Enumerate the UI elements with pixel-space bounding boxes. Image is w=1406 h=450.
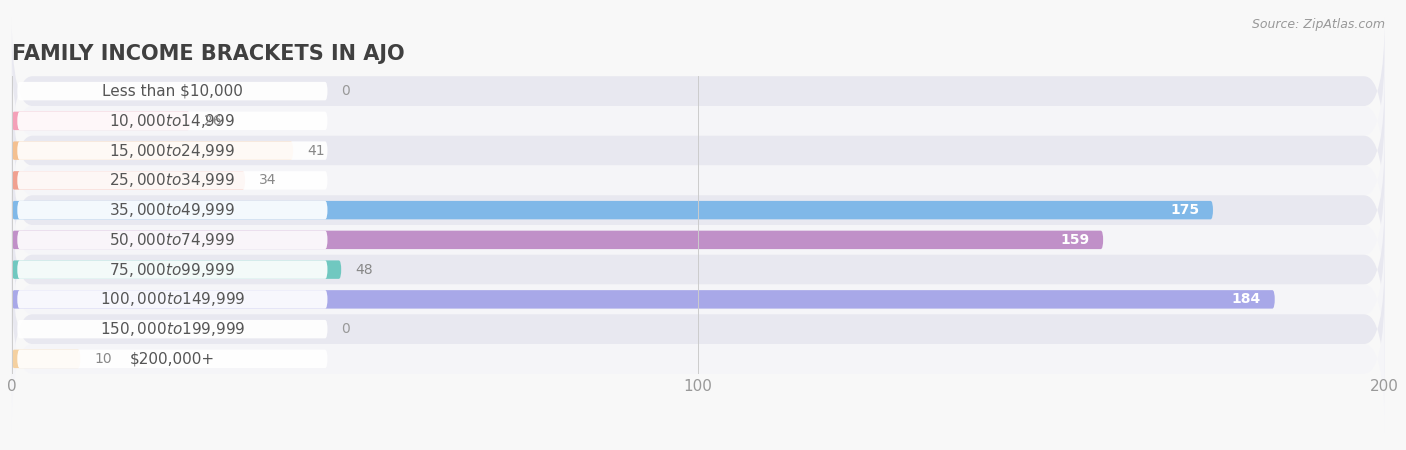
- Text: $75,000 to $99,999: $75,000 to $99,999: [110, 261, 235, 279]
- Text: 34: 34: [259, 173, 277, 187]
- FancyBboxPatch shape: [11, 112, 190, 130]
- FancyBboxPatch shape: [11, 350, 80, 368]
- FancyBboxPatch shape: [11, 166, 1385, 314]
- Text: $10,000 to $14,999: $10,000 to $14,999: [110, 112, 235, 130]
- FancyBboxPatch shape: [17, 141, 328, 160]
- FancyBboxPatch shape: [11, 231, 1104, 249]
- Text: $25,000 to $34,999: $25,000 to $34,999: [110, 171, 235, 189]
- FancyBboxPatch shape: [17, 201, 328, 219]
- FancyBboxPatch shape: [17, 320, 328, 338]
- Text: $150,000 to $199,999: $150,000 to $199,999: [100, 320, 245, 338]
- Text: 26: 26: [204, 114, 222, 128]
- Text: $50,000 to $74,999: $50,000 to $74,999: [110, 231, 235, 249]
- Text: 0: 0: [342, 84, 350, 98]
- FancyBboxPatch shape: [11, 195, 1385, 344]
- FancyBboxPatch shape: [17, 261, 328, 279]
- Text: Source: ZipAtlas.com: Source: ZipAtlas.com: [1251, 18, 1385, 31]
- Text: 10: 10: [94, 352, 111, 366]
- FancyBboxPatch shape: [11, 46, 1385, 195]
- FancyBboxPatch shape: [11, 255, 1385, 404]
- FancyBboxPatch shape: [11, 201, 1213, 219]
- Text: 41: 41: [307, 144, 325, 158]
- FancyBboxPatch shape: [17, 231, 328, 249]
- FancyBboxPatch shape: [11, 141, 294, 160]
- FancyBboxPatch shape: [17, 171, 328, 189]
- Text: FAMILY INCOME BRACKETS IN AJO: FAMILY INCOME BRACKETS IN AJO: [11, 44, 405, 63]
- Text: 175: 175: [1170, 203, 1199, 217]
- Text: Less than $10,000: Less than $10,000: [103, 84, 243, 99]
- FancyBboxPatch shape: [11, 225, 1385, 374]
- Text: 184: 184: [1232, 292, 1261, 306]
- Text: 159: 159: [1060, 233, 1090, 247]
- FancyBboxPatch shape: [11, 290, 1275, 309]
- FancyBboxPatch shape: [11, 17, 1385, 166]
- Text: $200,000+: $200,000+: [129, 351, 215, 366]
- FancyBboxPatch shape: [11, 284, 1385, 433]
- FancyBboxPatch shape: [11, 171, 245, 189]
- FancyBboxPatch shape: [17, 82, 328, 100]
- FancyBboxPatch shape: [11, 106, 1385, 255]
- FancyBboxPatch shape: [17, 290, 328, 309]
- FancyBboxPatch shape: [17, 112, 328, 130]
- FancyBboxPatch shape: [11, 261, 342, 279]
- FancyBboxPatch shape: [11, 136, 1385, 284]
- Text: $15,000 to $24,999: $15,000 to $24,999: [110, 142, 235, 160]
- Text: $35,000 to $49,999: $35,000 to $49,999: [110, 201, 235, 219]
- Text: 0: 0: [342, 322, 350, 336]
- Text: 48: 48: [354, 263, 373, 277]
- Text: $100,000 to $149,999: $100,000 to $149,999: [100, 290, 245, 308]
- FancyBboxPatch shape: [17, 350, 328, 368]
- FancyBboxPatch shape: [11, 76, 1385, 225]
